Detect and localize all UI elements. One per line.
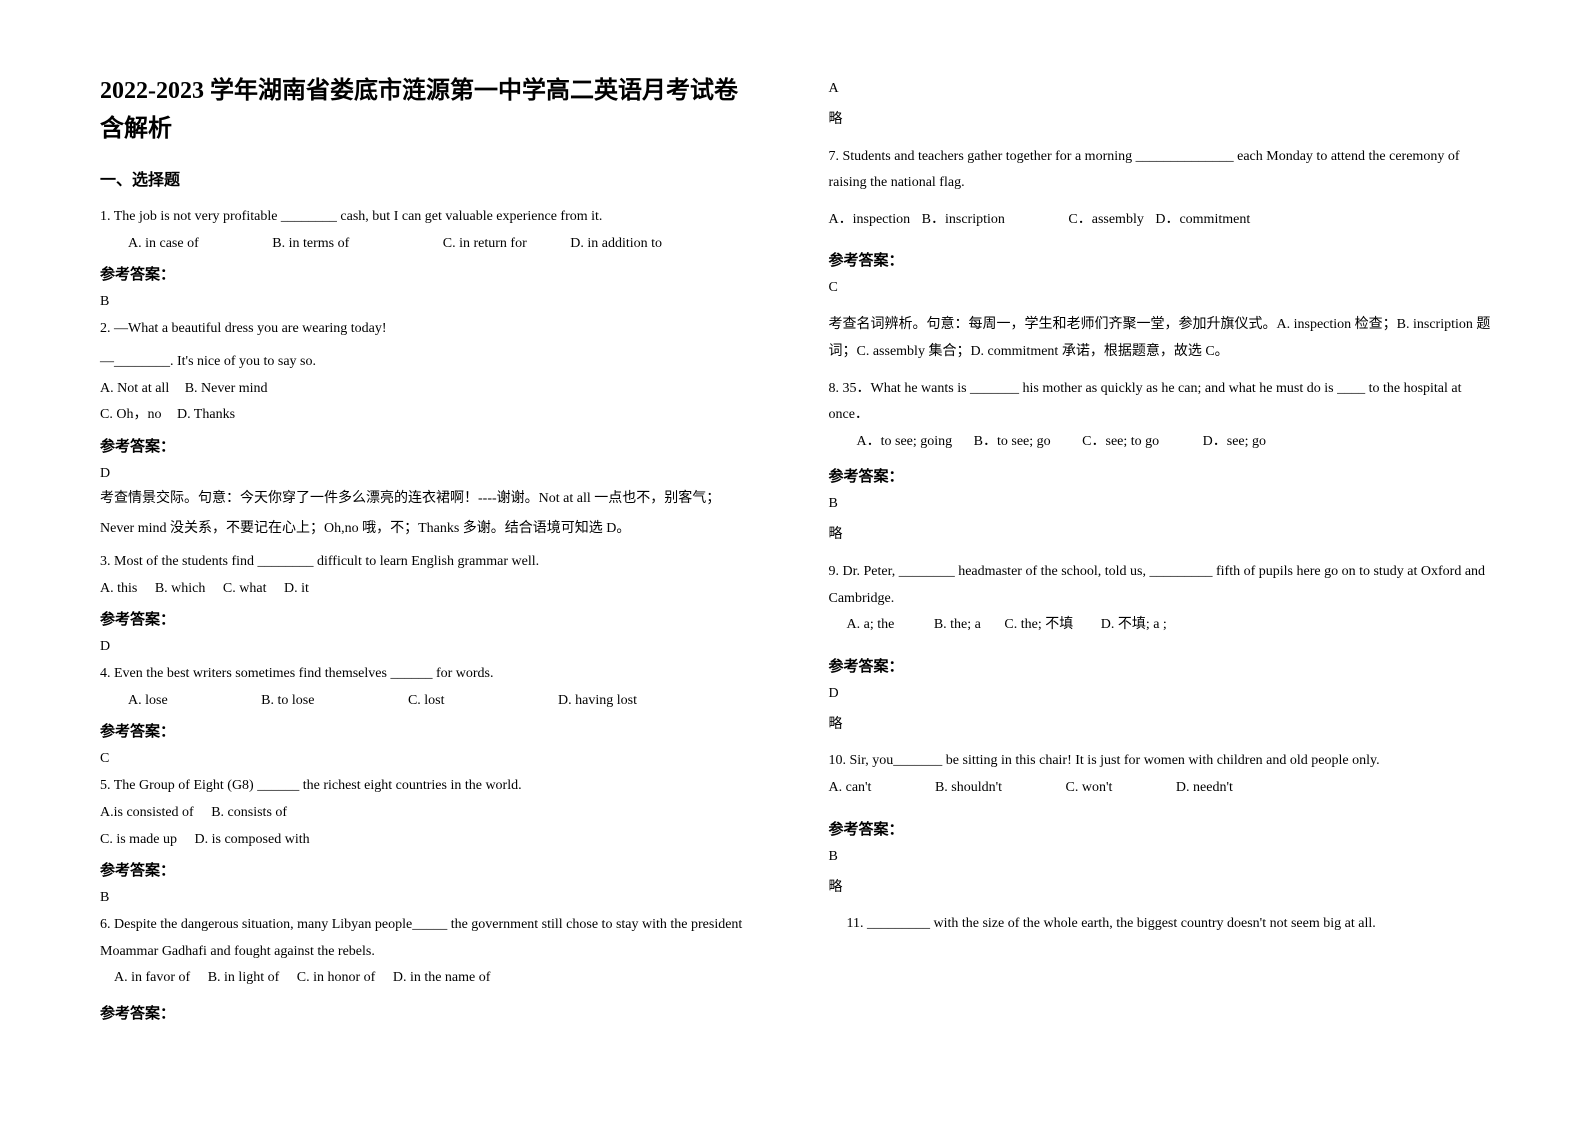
q3-opt-c: C. what (223, 576, 267, 603)
q3-answer: D (100, 639, 769, 655)
q2-opt-a: A. Not at all (100, 376, 169, 403)
doc-title-line1: 2022-2023 学年湖南省娄底市涟源第一中学高二英语月考试卷 (100, 75, 769, 109)
q9-opt-d: D. 不填; a ; (1101, 612, 1167, 639)
q1-opt-b: B. in terms of (272, 231, 349, 258)
q5-opt-d: D. is composed with (195, 827, 310, 854)
doc-title-line2: 含解析 (100, 113, 769, 147)
q7-stem: 7. Students and teachers gather together… (829, 144, 1498, 197)
q6-answer: A (829, 81, 1498, 97)
q8-opt-c: C．see; to go (1082, 429, 1159, 456)
left-column: 2022-2023 学年湖南省娄底市涟源第一中学高二英语月考试卷 含解析 一、选… (100, 75, 799, 1092)
q8-options: A．to see; going B．to see; go C．see; to g… (829, 429, 1498, 456)
q7-answer-label: 参考答案： (829, 249, 1498, 270)
q4-opt-a: A. lose (128, 688, 168, 715)
q2-answer-label: 参考答案： (100, 435, 769, 456)
q3-stem: 3. Most of the students find ________ di… (100, 549, 769, 576)
q8-answer: B (829, 496, 1498, 512)
q5-answer: B (100, 890, 769, 906)
q10-answer: B (829, 849, 1498, 865)
q10-omit: 略 (829, 875, 1498, 902)
q5-opt-a: A.is consisted of (100, 800, 194, 827)
q5-opt-c: C. is made up (100, 827, 177, 854)
q7-answer: C (829, 280, 1498, 296)
q7-opt-b: B．inscription (922, 207, 1005, 234)
q4-stem: 4. Even the best writers sometimes find … (100, 661, 769, 688)
q6-omit: 略 (829, 107, 1498, 134)
q10-options: A. can't B. shouldn't C. won't D. needn'… (829, 775, 1498, 802)
q8-opt-b: B．to see; go (974, 429, 1051, 456)
q9-opt-b: B. the; a (934, 612, 981, 639)
q8-opt-d: D．see; go (1203, 429, 1266, 456)
section-heading: 一、选择题 (100, 166, 769, 190)
q9-options: A. a; the B. the; a C. the; 不填 D. 不填; a … (829, 612, 1498, 639)
q1-options: A. in case of B. in terms of C. in retur… (100, 231, 769, 258)
q2-line2: —________. It's nice of you to say so. (100, 349, 769, 376)
q9-stem: 9. Dr. Peter, ________ headmaster of the… (829, 559, 1498, 612)
q10-stem: 10. Sir, you_______ be sitting in this c… (829, 748, 1498, 775)
q4-opt-d: D. having lost (558, 688, 637, 715)
q9-omit: 略 (829, 712, 1498, 739)
q5-options-row1: A.is consisted of B. consists of (100, 800, 769, 827)
q4-opt-c: C. lost (408, 688, 445, 715)
q6-opt-d: D. in the name of (393, 965, 491, 992)
q10-opt-b: B. shouldn't (935, 775, 1002, 802)
q7-options: A．inspection B．inscription C．assembly D．… (829, 207, 1498, 234)
q1-stem: 1. The job is not very profitable ______… (100, 204, 769, 231)
right-column: A 略 7. Students and teachers gather toge… (799, 75, 1498, 1092)
q5-stem: 5. The Group of Eight (G8) ______ the ri… (100, 773, 769, 800)
q4-opt-b: B. to lose (261, 688, 314, 715)
q10-answer-label: 参考答案： (829, 818, 1498, 839)
q8-stem: 8. 35．What he wants is _______ his mothe… (829, 376, 1498, 429)
q10-opt-c: C. won't (1066, 775, 1113, 802)
q10-opt-a: A. can't (829, 775, 872, 802)
q11-stem: 11. _________ with the size of the whole… (829, 911, 1498, 938)
q5-opt-b: B. consists of (211, 800, 287, 827)
q1-opt-c: C. in return for (443, 231, 527, 258)
q2-explain-2: Never mind 没关系，不要记在心上；Oh,no 哦，不；Thanks 多… (100, 516, 769, 543)
q9-opt-a: A. a; the (847, 612, 895, 639)
q2-explain-1: 考查情景交际。句意：今天你穿了一件多么漂亮的连衣裙啊！----谢谢。Not at… (100, 486, 769, 513)
q6-opt-c: C. in honor of (297, 965, 376, 992)
q7-opt-c: C．assembly (1068, 207, 1143, 234)
q7-explain: 考查名词辨析。句意：每周一，学生和老师们齐聚一堂，参加升旗仪式。A. inspe… (829, 312, 1498, 365)
q3-opt-b: B. which (155, 576, 206, 603)
q2-opt-d: D. Thanks (177, 402, 235, 429)
q6-opt-b: B. in light of (208, 965, 280, 992)
q7-opt-a: A．inspection (829, 207, 911, 234)
q2-options-row1: A. Not at all B. Never mind (100, 376, 769, 403)
q2-line1: 2. —What a beautiful dress you are weari… (100, 316, 769, 343)
q2-answer: D (100, 466, 769, 482)
q3-options: A. this B. which C. what D. it (100, 576, 769, 603)
q7-opt-d: D．commitment (1155, 207, 1250, 234)
q4-answer: C (100, 751, 769, 767)
q6-opt-a: A. in favor of (114, 965, 190, 992)
q3-answer-label: 参考答案： (100, 608, 769, 629)
q9-answer: D (829, 686, 1498, 702)
q1-opt-d: D. in addition to (570, 231, 662, 258)
q1-answer: B (100, 294, 769, 310)
q6-options: A. in favor of B. in light of C. in hono… (100, 965, 769, 992)
q3-opt-a: A. this (100, 576, 137, 603)
q8-omit: 略 (829, 522, 1498, 549)
q2-opt-c: C. Oh，no (100, 402, 161, 429)
q9-answer-label: 参考答案： (829, 655, 1498, 676)
q6-stem: 6. Despite the dangerous situation, many… (100, 912, 769, 965)
q9-opt-c: C. the; 不填 (1004, 612, 1073, 639)
q8-opt-a: A．to see; going (857, 429, 953, 456)
q1-opt-a: A. in case of (128, 231, 199, 258)
q2-options-row2: C. Oh，no D. Thanks (100, 402, 769, 429)
q1-answer-label: 参考答案： (100, 263, 769, 284)
q6-answer-label: 参考答案： (100, 1002, 769, 1023)
q3-opt-d: D. it (284, 576, 309, 603)
q5-answer-label: 参考答案： (100, 859, 769, 880)
q8-answer-label: 参考答案： (829, 465, 1498, 486)
q10-opt-d: D. needn't (1176, 775, 1233, 802)
q5-options-row2: C. is made up D. is composed with (100, 827, 769, 854)
q4-options: A. lose B. to lose C. lost D. having los… (100, 688, 769, 715)
q2-opt-b: B. Never mind (185, 376, 268, 403)
q4-answer-label: 参考答案： (100, 720, 769, 741)
